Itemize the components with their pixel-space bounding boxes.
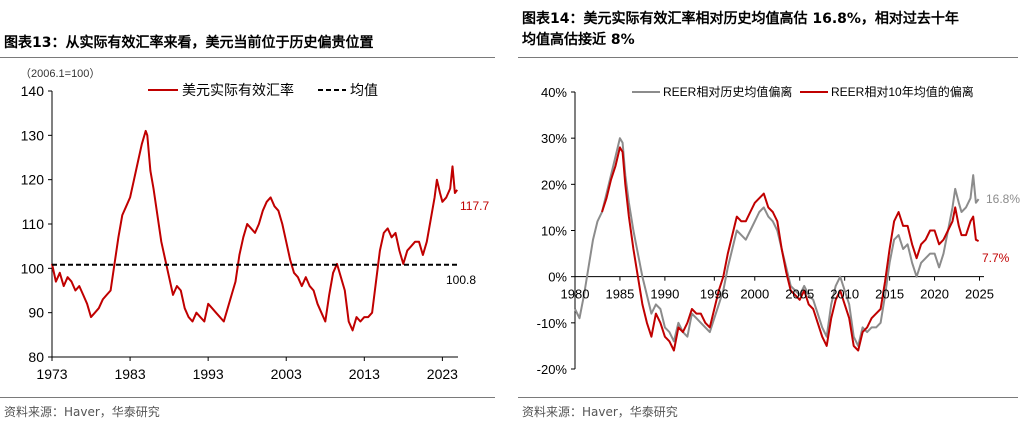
x-tick-label: 2020 xyxy=(920,287,949,302)
y-tick-label: 30% xyxy=(541,131,567,146)
y-tick-label: 20% xyxy=(541,177,567,192)
x-tick-label: 1980 xyxy=(561,287,590,302)
y-tick-label: 140 xyxy=(21,83,45,99)
y-tick-label: 40% xyxy=(541,85,567,100)
left-source-note: 资料来源：Haver，华泰研究 xyxy=(4,405,160,419)
right-title-line-1: 图表14：美元实际有效汇率相对历史均值高估 16.8%，相对过去十年 xyxy=(522,11,959,27)
left-title-rule xyxy=(0,57,495,58)
y-tick-label: 10% xyxy=(541,224,567,239)
y-tick-label: 130 xyxy=(21,127,45,143)
left-chart-title: 图表13：从实际有效汇率来看，美元当前位于历史偏贵位置 xyxy=(4,35,374,51)
x-tick-label: 2000 xyxy=(740,287,769,302)
legend-label-10y-mean: REER相对10年均值的偏离 xyxy=(831,84,974,99)
right-source-note: 资料来源：Haver，华泰研究 xyxy=(522,405,678,419)
x-tick-label: 2025 xyxy=(965,287,994,302)
x-tick-label: 1985 xyxy=(605,287,634,302)
right-chart-panel: 图表14：美元实际有效汇率相对历史均值高估 16.8%，相对过去十年 均值高估接… xyxy=(518,0,1033,434)
legend-label-mean: 均值 xyxy=(350,82,378,98)
left-chart-panel: 图表13：从实际有效汇率来看，美元当前位于历史偏贵位置 80 90 100 110 12… xyxy=(0,0,500,434)
y-tick-label: -10% xyxy=(537,316,568,331)
legend-label-reer: 美元实际有效汇率 xyxy=(182,82,294,98)
legend-label-hist-mean: REER相对历史均值偏离 xyxy=(663,84,792,99)
y-tick-label: 90 xyxy=(28,305,44,321)
x-tick-label: 1993 xyxy=(193,366,224,382)
end-label-10y-mean: 7.7% xyxy=(982,251,1010,265)
series-line-reer xyxy=(51,129,459,332)
x-tick-label: 1990 xyxy=(650,287,679,302)
y-tick-label: 110 xyxy=(22,216,45,232)
y-tick-label: 100 xyxy=(21,260,45,276)
right-title-line-2: 均值高估接近 8% xyxy=(522,32,635,48)
right-chart: -20% -10% 0% 10% 20% 30% 40% 1980 1985 1990 1996 20… xyxy=(537,84,1021,377)
x-tick-label: 2015 xyxy=(875,287,904,302)
left-source-rule xyxy=(0,397,495,398)
left-chart: 80 90 100 110 120 130 140 1973 1983 1993 2003 2013 2… xyxy=(20,67,489,382)
x-tick-label: 2013 xyxy=(349,366,380,382)
series-line-hist-mean xyxy=(574,137,980,347)
x-tick-label: 1996 xyxy=(700,287,729,302)
x-tick-label: 1973 xyxy=(36,366,67,382)
y-tick-label: 0% xyxy=(548,270,567,285)
x-tick-label: 2005 xyxy=(785,287,814,302)
right-title-rule xyxy=(518,57,1018,58)
y-tick-label: 120 xyxy=(21,172,45,188)
end-label-mean: 100.8 xyxy=(446,273,476,287)
series-line-10y-mean xyxy=(601,146,980,352)
x-tick-label: 2023 xyxy=(427,366,458,382)
y-tick-label: -20% xyxy=(537,362,568,377)
end-label-hist-mean: 16.8% xyxy=(986,192,1020,206)
y-tick-label: 80 xyxy=(28,349,44,365)
end-label-reer: 117.7 xyxy=(460,199,489,213)
right-chart-title: 图表14：美元实际有效汇率相对历史均值高估 16.8%，相对过去十年 均值高估接… xyxy=(522,9,959,51)
unit-note: （2006.1=100） xyxy=(20,67,100,80)
x-tick-label: 1983 xyxy=(114,366,145,382)
right-source-rule xyxy=(518,397,1018,398)
x-tick-label: 2010 xyxy=(830,287,859,302)
x-tick-label: 2003 xyxy=(271,366,302,382)
